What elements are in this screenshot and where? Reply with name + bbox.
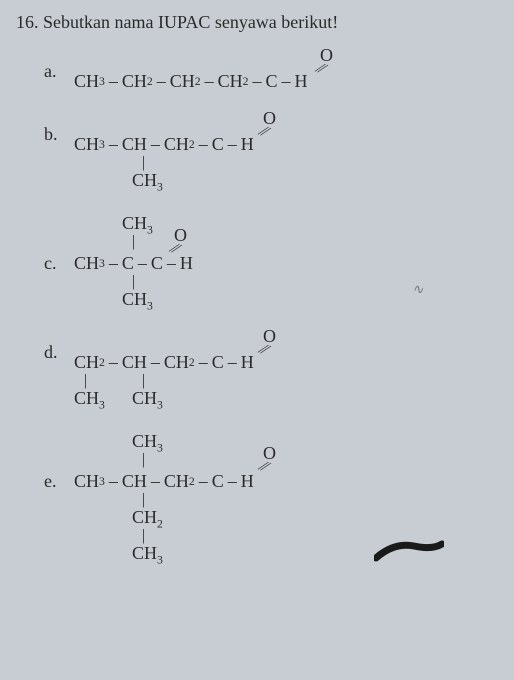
substituent-bottom: CH3 <box>122 289 153 313</box>
item-b-formula: O⁄⁄ CH3– CH– CH2– C– H | CH3 <box>74 114 254 191</box>
question-line: 16. Sebutkan nama IUPAC senyawa berikut! <box>16 12 498 33</box>
smudge-icon: ∿ <box>411 281 425 299</box>
pen-scribble-icon <box>374 540 444 564</box>
question-number: 16. <box>16 12 39 32</box>
item-a: a. O⁄⁄ CH3– CH2– CH2– CH2– C– H <box>44 51 498 92</box>
item-a-formula: O⁄⁄ CH3– CH2– CH2– CH2– C– H <box>74 51 307 92</box>
bond-vertical-icon: | <box>142 451 145 469</box>
oxygen-double-bond-icon: O⁄⁄ <box>263 108 276 139</box>
item-b-letter: b. <box>44 114 74 145</box>
item-a-letter: a. <box>44 51 74 82</box>
item-e-letter: e. <box>44 431 74 492</box>
bond-vertical-icon: | <box>132 233 135 251</box>
item-c: c. CH3 | O⁄⁄ CH3– C– C– H | CH3 <box>44 213 498 310</box>
question-text: Sebutkan nama IUPAC senyawa berikut! <box>43 12 338 32</box>
substituent-top: CH3 <box>122 213 153 237</box>
substituent-mid: CH2 <box>132 507 163 531</box>
item-d: d. O⁄⁄ CH2– CH– CH2– C– H | | CH3 CH3 <box>44 332 498 409</box>
substituent-bottom: CH3 <box>132 543 163 567</box>
item-d-formula: O⁄⁄ CH2– CH– CH2– C– H | | CH3 CH3 <box>74 332 254 409</box>
substituent-top: CH3 <box>132 431 163 455</box>
oxygen-double-bond-icon: O⁄⁄ <box>263 443 276 474</box>
oxygen-double-bond-icon: O⁄⁄ <box>263 326 276 357</box>
oxygen-double-bond-icon: O⁄⁄ <box>174 225 187 256</box>
item-c-formula: CH3 | O⁄⁄ CH3– C– C– H | CH3 <box>74 213 193 310</box>
substituent: CH3 <box>132 388 163 412</box>
substituent: CH3 <box>132 170 163 194</box>
item-c-letter: c. <box>44 213 74 274</box>
item-b: b. O⁄⁄ CH3– CH– CH2– C– H | CH3 <box>44 114 498 191</box>
substituent: CH3 <box>74 388 105 412</box>
item-e-formula: CH3 | O⁄⁄ CH3– CH– CH2– C– H | CH2 | CH3 <box>74 431 254 564</box>
item-d-letter: d. <box>44 332 74 363</box>
oxygen-double-bond-icon: O⁄⁄ <box>320 45 333 76</box>
